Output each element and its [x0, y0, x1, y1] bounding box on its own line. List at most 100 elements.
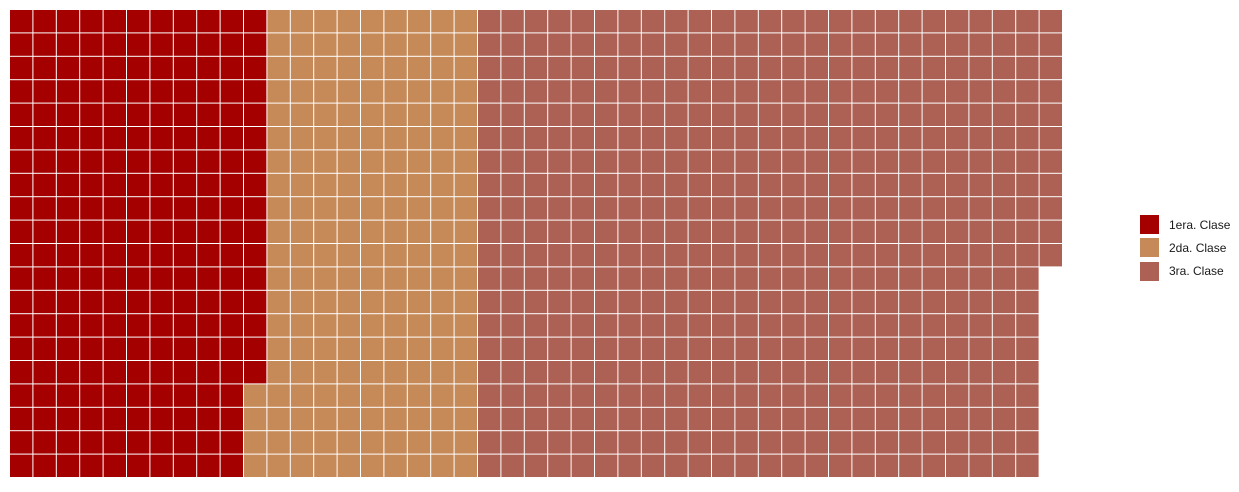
waffle-cell-2da-clase: [337, 314, 360, 337]
waffle-cell-3ra-clase: [1016, 314, 1039, 337]
waffle-cell-3ra-clase: [805, 220, 828, 243]
waffle-cell-3ra-clase: [524, 220, 548, 243]
waffle-cell-1era-clase: [10, 431, 33, 454]
waffle-cell-1era-clase: [173, 337, 197, 360]
waffle-cell-2da-clase: [407, 290, 431, 314]
waffle-cell-3ra-clase: [875, 150, 899, 173]
waffle-cell-1era-clase: [33, 103, 56, 126]
waffle-cell-3ra-clase: [805, 33, 828, 56]
waffle-cell-3ra-clase: [618, 454, 641, 477]
waffle-cell-2da-clase: [407, 10, 431, 33]
waffle-cell-3ra-clase: [782, 314, 805, 337]
waffle-cell-1era-clase: [197, 361, 220, 384]
waffle-cell-2da-clase: [407, 56, 431, 80]
waffle-cell-1era-clase: [197, 56, 220, 80]
waffle-cell-3ra-clase: [524, 454, 548, 477]
waffle-cell-3ra-clase: [712, 173, 735, 197]
waffle-cell-2da-clase: [384, 454, 407, 477]
waffle-cell-3ra-clase: [618, 127, 641, 150]
waffle-cell-1era-clase: [220, 103, 243, 126]
waffle-cell-2da-clase: [407, 103, 431, 126]
waffle-cell-3ra-clase: [501, 454, 524, 477]
waffle-cell-3ra-clase: [782, 150, 805, 173]
waffle-cell-3ra-clase: [618, 290, 641, 314]
waffle-cell-3ra-clase: [758, 337, 782, 360]
legend-label-1era-clase: 1era. Clase: [1169, 217, 1231, 232]
waffle-cell-3ra-clase: [969, 197, 992, 220]
waffle-cell-3ra-clase: [618, 80, 641, 103]
waffle-cell-3ra-clase: [829, 337, 852, 360]
waffle-cell-3ra-clase: [829, 56, 852, 80]
waffle-cell-3ra-clase: [688, 384, 711, 407]
waffle-cell-2da-clase: [314, 407, 337, 431]
waffle-cell-1era-clase: [197, 431, 220, 454]
waffle-cell-3ra-clase: [875, 244, 899, 267]
waffle-cell-3ra-clase: [618, 431, 641, 454]
waffle-cell-3ra-clase: [1039, 56, 1062, 80]
waffle-cell-1era-clase: [150, 337, 173, 360]
waffle-cell-3ra-clase: [712, 56, 735, 80]
waffle-cell-3ra-clase: [571, 244, 594, 267]
waffle-cell-3ra-clase: [852, 290, 875, 314]
waffle-cell-2da-clase: [361, 384, 384, 407]
waffle-cell-2da-clase: [407, 431, 431, 454]
waffle-cell-3ra-clase: [595, 431, 618, 454]
waffle-cell-2da-clase: [337, 407, 360, 431]
waffle-cell-3ra-clase: [712, 10, 735, 33]
waffle-cell-1era-clase: [103, 290, 126, 314]
waffle-cell-1era-clase: [33, 337, 56, 360]
waffle-cell-1era-clase: [10, 103, 33, 126]
waffle-cell-1era-clase: [33, 173, 56, 197]
waffle-cell-3ra-clase: [899, 431, 922, 454]
waffle-cell-1era-clase: [220, 361, 243, 384]
waffle-cell-1era-clase: [244, 244, 267, 267]
waffle-cell-3ra-clase: [548, 337, 571, 360]
waffle-cell-1era-clase: [173, 314, 197, 337]
waffle-cell-1era-clase: [220, 384, 243, 407]
waffle-cell-2da-clase: [314, 314, 337, 337]
waffle-cell-2da-clase: [267, 80, 290, 103]
waffle-cell-3ra-clase: [758, 10, 782, 33]
waffle-cell-3ra-clase: [992, 290, 1016, 314]
waffle-cell-3ra-clase: [899, 173, 922, 197]
waffle-cell-2da-clase: [407, 220, 431, 243]
waffle-cell-1era-clase: [103, 10, 126, 33]
waffle-cell-3ra-clase: [829, 197, 852, 220]
waffle-cell-3ra-clase: [899, 80, 922, 103]
waffle-cell-1era-clase: [103, 197, 126, 220]
waffle-cell-3ra-clase: [805, 103, 828, 126]
waffle-cell-2da-clase: [407, 197, 431, 220]
waffle-cell-3ra-clase: [618, 33, 641, 56]
waffle-cell-2da-clase: [314, 127, 337, 150]
waffle-cell-1era-clase: [173, 173, 197, 197]
waffle-cell-3ra-clase: [571, 10, 594, 33]
waffle-cell-1era-clase: [173, 127, 197, 150]
waffle-cell-1era-clase: [80, 103, 103, 126]
waffle-cell-3ra-clase: [641, 337, 665, 360]
waffle-cell-2da-clase: [454, 267, 477, 290]
waffle-cell-3ra-clase: [992, 10, 1016, 33]
waffle-cell-2da-clase: [314, 56, 337, 80]
waffle-cell-3ra-clase: [524, 407, 548, 431]
waffle-cell-3ra-clase: [712, 150, 735, 173]
waffle-cell-3ra-clase: [501, 173, 524, 197]
waffle-cell-1era-clase: [127, 127, 150, 150]
waffle-cell-2da-clase: [244, 384, 267, 407]
waffle-cell-2da-clase: [361, 337, 384, 360]
waffle-cell-3ra-clase: [524, 244, 548, 267]
waffle-cell-3ra-clase: [829, 454, 852, 477]
waffle-cell-1era-clase: [150, 10, 173, 33]
waffle-cell-1era-clase: [173, 290, 197, 314]
waffle-cell-3ra-clase: [688, 407, 711, 431]
waffle-cell-2da-clase: [267, 197, 290, 220]
waffle-cell-3ra-clase: [641, 407, 665, 431]
waffle-cell-3ra-clase: [641, 197, 665, 220]
waffle-cell-2da-clase: [244, 431, 267, 454]
waffle-cell-3ra-clase: [969, 244, 992, 267]
waffle-cell-2da-clase: [431, 314, 454, 337]
waffle-cell-2da-clase: [407, 127, 431, 150]
waffle-cell-1era-clase: [33, 10, 56, 33]
waffle-cell-3ra-clase: [922, 267, 945, 290]
waffle-cell-1era-clase: [33, 384, 56, 407]
waffle-cell-1era-clase: [127, 80, 150, 103]
